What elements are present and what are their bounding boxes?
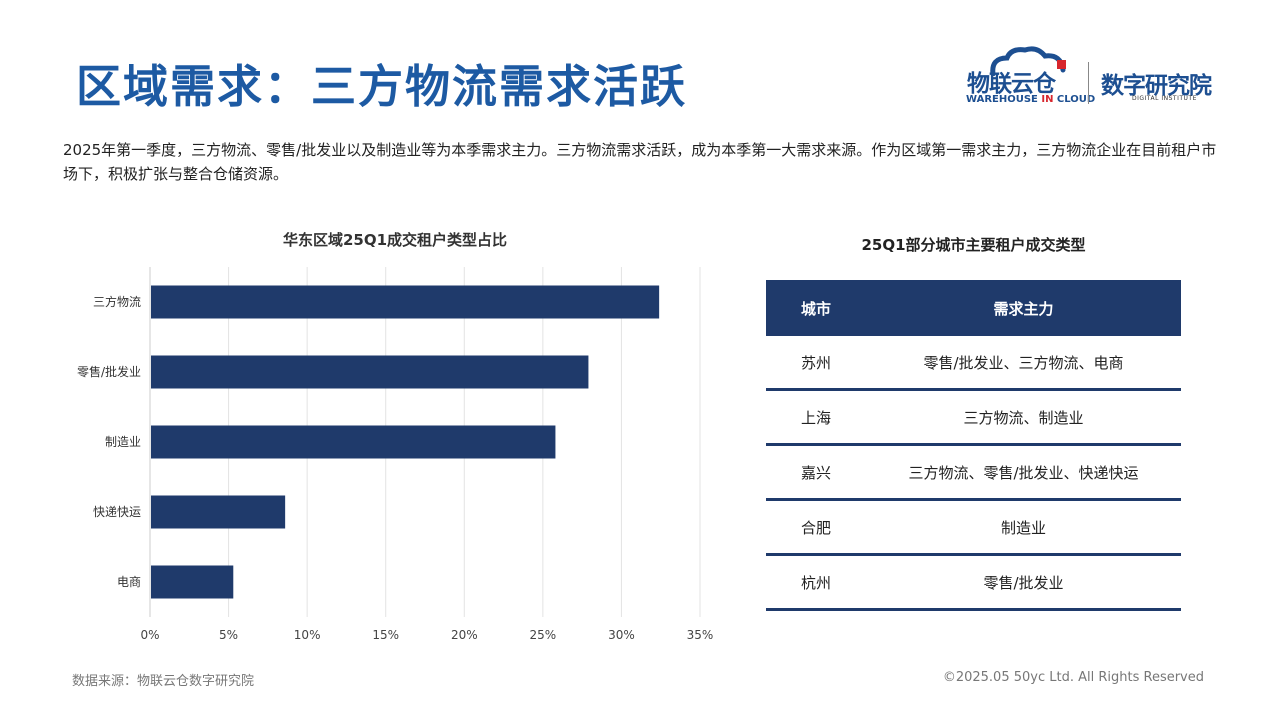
table-row: 上海 三方物流、制造业: [766, 389, 1181, 446]
x-tick-label: 25%: [530, 628, 557, 642]
demand-cell: 制造业: [866, 499, 1181, 556]
bar: [151, 425, 556, 459]
table-row: 嘉兴 三方物流、零售/批发业、快递快运: [766, 444, 1181, 501]
x-tick-label: 30%: [608, 628, 635, 642]
bar-chart: 0% 5% 10% 15% 20% 25% 30% 35% 三方物流零售/批发业制造业快递快运电…: [77, 267, 714, 642]
y-category-label: 零售/批发业: [77, 364, 141, 379]
y-category-label: 制造业: [105, 435, 141, 449]
x-tick-label: 5%: [219, 628, 238, 642]
demand-cell: 三方物流、制造业: [866, 389, 1181, 446]
demand-cell: 三方物流、零售/批发业、快递快运: [866, 444, 1181, 501]
table-header-row: 城市 需求主力: [766, 280, 1181, 336]
y-category-label: 电商: [117, 574, 141, 589]
logo-divider: [1088, 62, 1089, 104]
table-row: 合肥 制造业: [766, 499, 1181, 556]
logo-institute-text: 数字研究院: [1101, 73, 1212, 99]
description-paragraph: 2025年第一季度，三方物流、零售/批发业以及制造业等为本季需求主力。三方物流需…: [63, 141, 1217, 183]
x-tick-label: 35%: [687, 628, 714, 642]
demand-cell: 零售/批发业: [866, 554, 1181, 611]
chart-title: 华东区域25Q1成交租户类型占比: [282, 231, 508, 249]
bar: [151, 495, 286, 529]
y-category-label: 三方物流: [93, 294, 141, 309]
copyright-note: ©2025.05 50yc Ltd. All Rights Reserved: [942, 670, 1204, 685]
brand-logo: 物联云仓 WAREHOUSE IN CLOUD 数字研究院 DIGITAL IN…: [965, 46, 1225, 108]
city-cell: 杭州: [766, 554, 866, 611]
city-demand-table: 城市 需求主力 苏州 零售/批发业、三方物流、电商 上海 三方物流、制造业 嘉兴…: [766, 280, 1181, 611]
table-row: 杭州 零售/批发业: [766, 554, 1181, 611]
cloud-icon: [990, 46, 1066, 76]
x-tick-label: 10%: [294, 628, 321, 642]
logo-institute-subtext: DIGITAL INSTITUTE: [1132, 95, 1197, 102]
data-source-note: 数据来源：物联云仓数字研究院: [72, 674, 255, 689]
bar: [151, 355, 589, 389]
bar: [151, 565, 234, 599]
x-tick-label: 20%: [451, 628, 478, 642]
bar: [151, 285, 660, 319]
logo-main-text: 物联云仓: [967, 71, 1056, 97]
column-header-city: 城市: [766, 280, 866, 336]
demand-cell: 零售/批发业、三方物流、电商: [866, 336, 1181, 391]
table-row: 苏州 零售/批发业、三方物流、电商: [766, 336, 1181, 391]
logo-sub-text: WAREHOUSE IN CLOUD: [966, 94, 1096, 105]
city-cell: 上海: [766, 389, 866, 446]
city-cell: 合肥: [766, 499, 866, 556]
city-cell: 嘉兴: [766, 444, 866, 501]
city-cell: 苏州: [766, 336, 866, 391]
x-tick-label: 0%: [140, 628, 159, 642]
table-title: 25Q1部分城市主要租户成交类型: [861, 236, 1086, 254]
page-title: 区域需求：三方物流需求活跃: [76, 60, 688, 113]
y-category-label: 快递快运: [93, 505, 141, 519]
column-header-demand: 需求主力: [866, 280, 1181, 336]
x-tick-label: 15%: [372, 628, 399, 642]
